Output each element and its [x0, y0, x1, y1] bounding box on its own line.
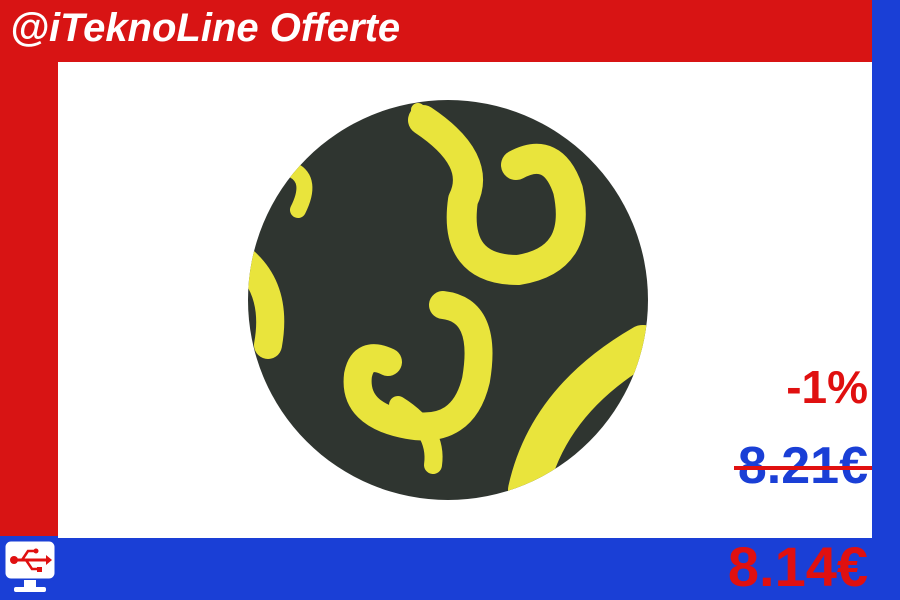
usb-monitor-icon — [2, 538, 58, 592]
product-image — [248, 100, 648, 500]
strikethrough-line — [733, 466, 872, 470]
left-band-red — [0, 0, 58, 538]
header-band-red — [0, 0, 872, 62]
discount-badge: -1% — [786, 361, 868, 413]
new-price: 8.14€ — [727, 535, 868, 598]
old-price: 8.21€ — [733, 436, 872, 496]
brand-title: @iTeknoLine Offerte — [10, 6, 401, 50]
right-band-blue — [872, 0, 900, 600]
footer-band-blue — [0, 536, 900, 600]
